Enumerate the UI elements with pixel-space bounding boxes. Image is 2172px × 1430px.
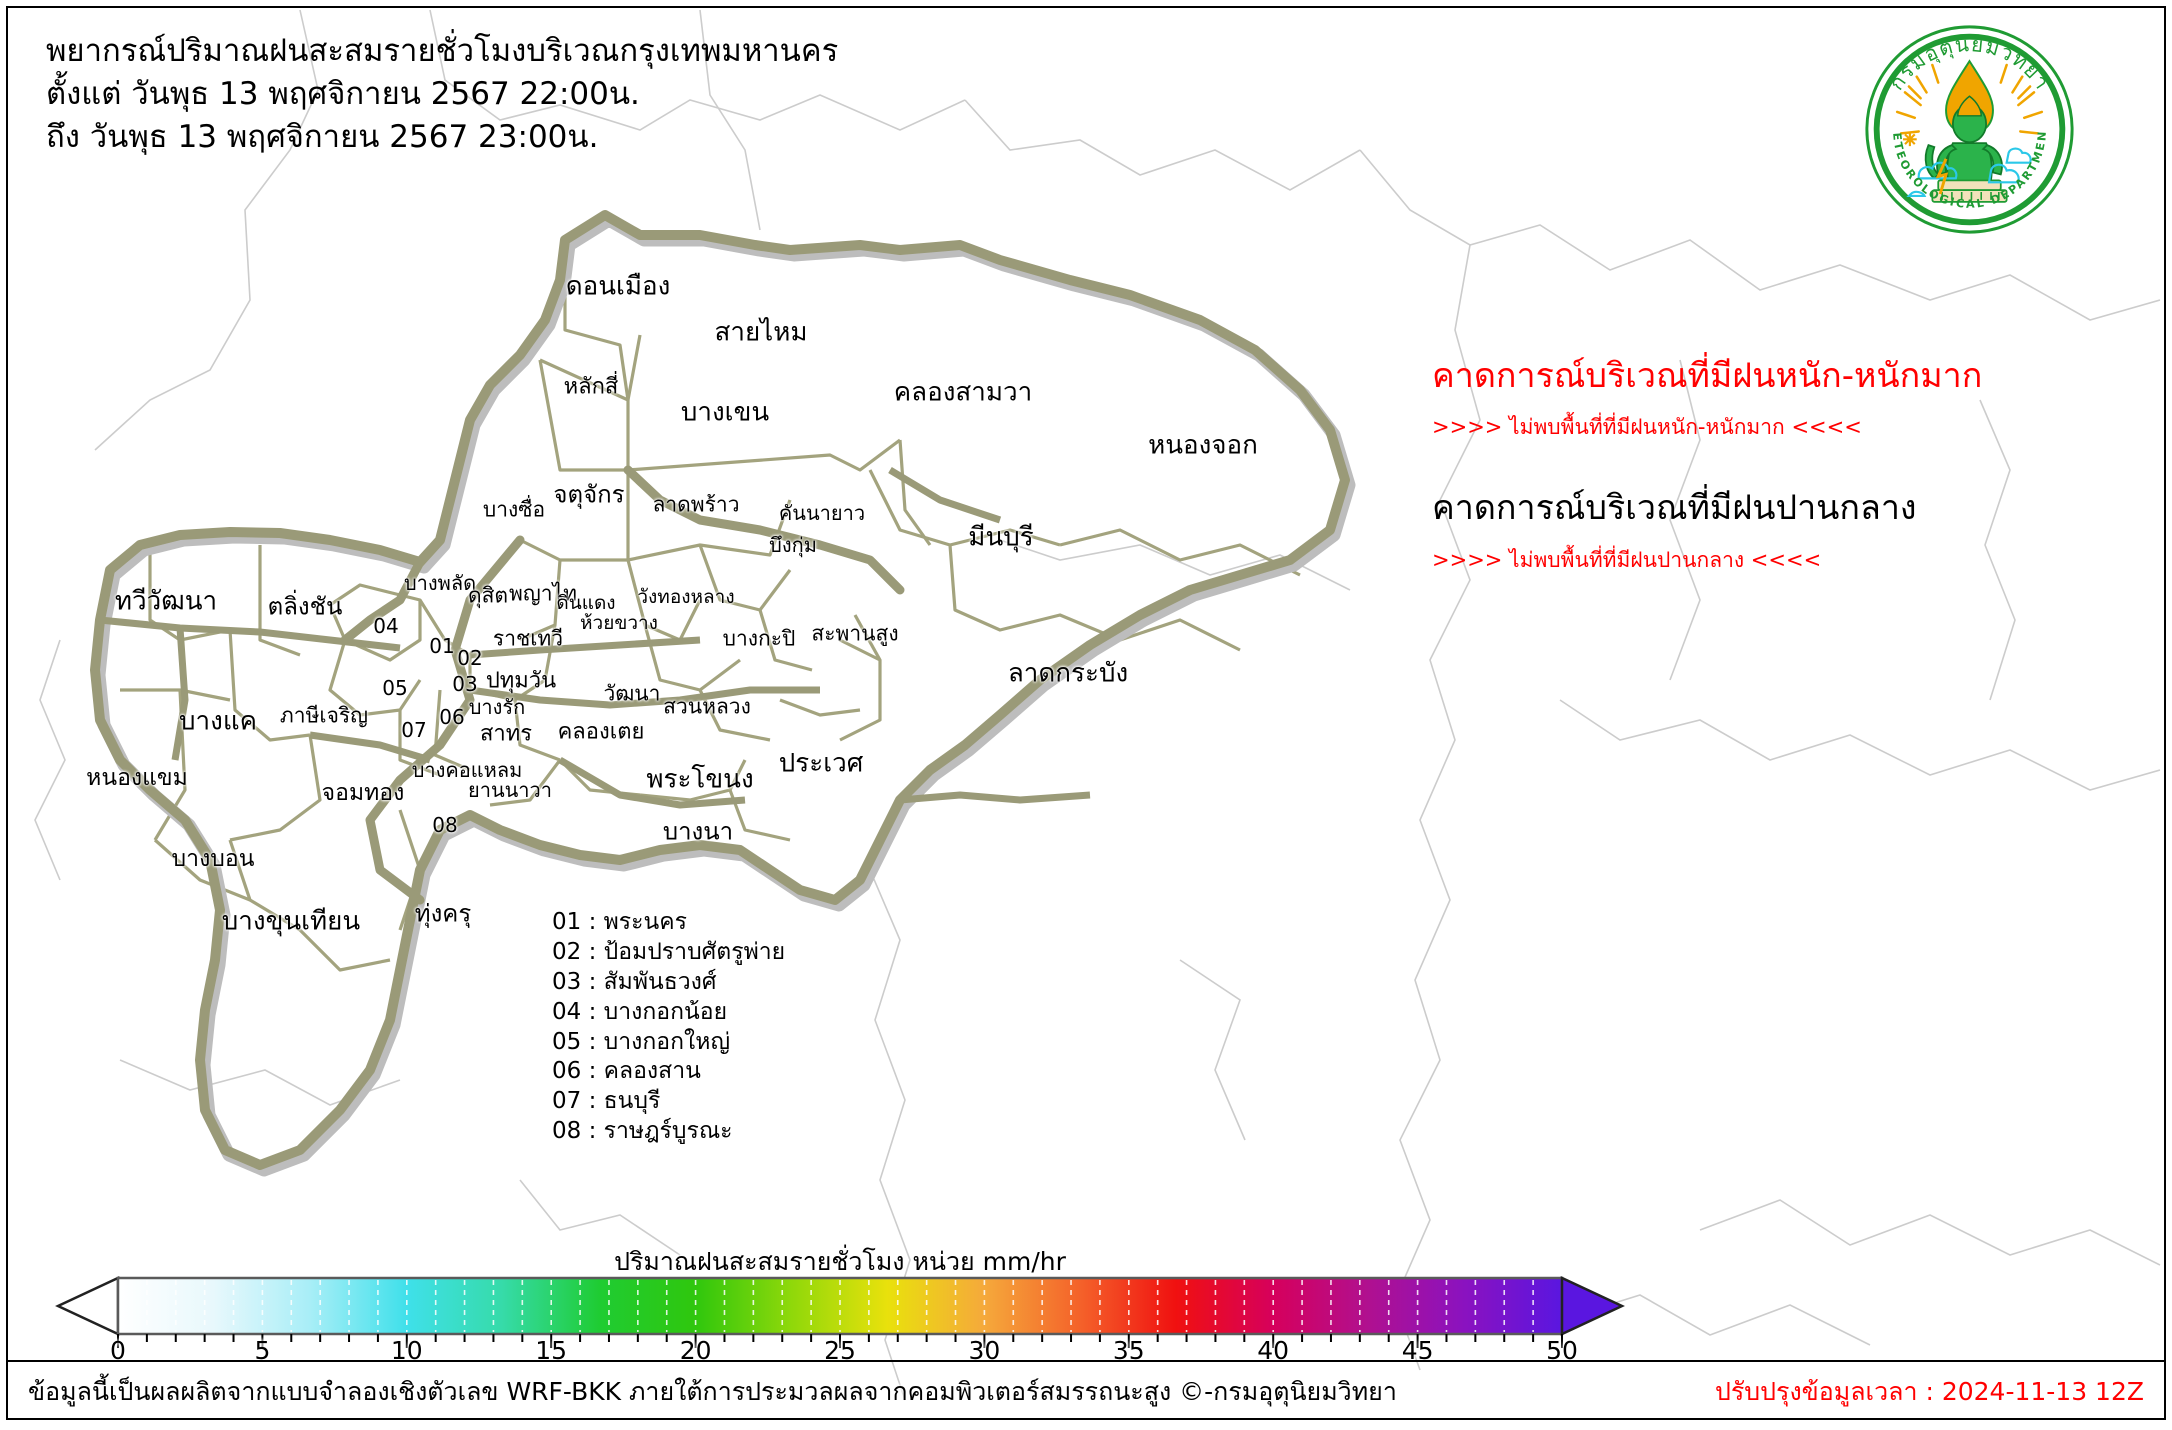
district-label: บางกะปิ: [722, 626, 796, 651]
district-label: จอมทอง: [321, 780, 405, 806]
district-label: จตุจักร: [553, 480, 625, 509]
code-legend-item: 03 : สัมพันธวงศ์: [552, 968, 717, 995]
code-legend-item: 02 : ป้อมปราบศัตรูพ่าย: [552, 938, 786, 965]
district-label: บางเขน: [680, 397, 770, 428]
district-label: หลักสี่: [563, 374, 619, 400]
district-label: สาทร: [479, 721, 533, 747]
major-district-dividers: [99, 466, 1091, 809]
district-label: บางบอน: [171, 846, 255, 872]
district-label: บางขุนเทียน: [221, 906, 361, 937]
colorbar-svg: [55, 1276, 1625, 1348]
district-label: ลาดกระบัง: [1007, 658, 1129, 689]
district-label: วัฒนา: [603, 681, 661, 706]
colorbar-tick-label: 0: [110, 1336, 126, 1365]
colorbar-tick-label: 5: [254, 1336, 271, 1365]
code-legend-item: 05 : บางกอกใหญ่: [552, 1028, 731, 1055]
district-label: สายไหม: [714, 317, 808, 348]
district-label: ลาดพร้าว: [652, 492, 740, 517]
tmd-logo: กรมอุตุนิยมวิทยา METEOROLOGICAL DEPARTME…: [1855, 12, 2077, 237]
colorbar-over-arrow: [1560, 1276, 1625, 1336]
footer-divider: [8, 1360, 2164, 1418]
code-legend-item: 07 : ธนบุรี: [552, 1088, 661, 1115]
district-label: มีนบุรี: [968, 522, 1034, 553]
code-legend-item: 01 : พระนคร: [552, 909, 687, 935]
footer-source-note: ข้อมูลนี้เป็นผลผลิตจากแบบจำลองเชิงตัวเลข…: [28, 1377, 1397, 1406]
heavy-rain-heading: คาดการณ์บริเวณที่มีฝนหนัก-หนักมาก: [1432, 356, 1983, 396]
district-label: ดุสิต: [467, 583, 509, 608]
district-label: สะพานสูง: [811, 621, 899, 646]
code-legend-item: 04 : บางกอกน้อย: [552, 998, 728, 1025]
colorbar-under-arrow: [55, 1276, 120, 1336]
moderate-rain-note: >>>> ไม่พบพื้นที่ที่มีฝนปานกลาง <<<<: [1432, 547, 1822, 572]
district-code-marker: 04: [373, 614, 399, 638]
district-label: ยานนาวา: [468, 778, 552, 802]
district-label: บางซื่อ: [482, 497, 546, 522]
title-line-1: พยากรณ์ปริมาณฝนสะสมรายชั่วโมงบริเวณกรุงเ…: [46, 33, 839, 69]
colorbar-title: ปริมาณฝนสะสมรายชั่วโมง หน่วย mm/hr: [614, 1247, 1066, 1276]
district-code-marker: 05: [382, 676, 408, 700]
district-code-legend: 01 : พระนคร 02 : ป้อมปราบศัตรูพ่าย 03 : สั…: [552, 908, 785, 1147]
district-label: วังทองหลาง: [637, 586, 735, 608]
district-label: ปทุมวัน: [485, 668, 557, 694]
district-label: ทวีวัฒนา: [114, 586, 218, 617]
heavy-rain-note: >>>> ไม่พบพื้นที่ที่มีฝนหนัก-หนักมาก <<<…: [1432, 415, 1862, 440]
district-code-marker: 06: [439, 705, 465, 729]
district-code-marker: 08: [432, 813, 458, 837]
bangkok-province-outline: [90, 210, 1356, 1177]
district-label: ภาษีเจริญ: [279, 703, 369, 728]
district-label: หนองแขม: [86, 765, 188, 791]
district-label: ตลิ่งชัน: [267, 592, 343, 621]
forecast-side-panel: คาดการณ์บริเวณที่มีฝนหนัก-หนักมาก >>>> ไ…: [1432, 356, 1983, 577]
district-label: บางแค: [179, 706, 257, 737]
rainfall-colorbar: ปริมาณฝนสะสมรายชั่วโมง หน่วย mm/hr: [40, 1247, 1640, 1372]
district-label: ทุ่งครุ: [414, 899, 472, 928]
code-legend-item: 08 : ราษฎร์บูรณะ: [552, 1118, 733, 1145]
district-label: บางพลัด: [403, 571, 477, 595]
title-line-3: ถึง วันพุธ 13 พฤศจิกายน 2567 23:00น.: [46, 118, 599, 155]
footer-update-time: ปรับปรุงข้อมูลเวลา : 2024-11-13 12Z: [1714, 1377, 2144, 1406]
district-label: ประเวศ: [778, 748, 864, 779]
district-label: ดินแดง: [556, 592, 616, 614]
district-label: บางคอแหลม: [411, 758, 523, 782]
district-label: สวนหลวง: [663, 694, 751, 719]
district-label: ดอนเมือง: [565, 271, 671, 302]
district-label: บึงกุ่ม: [769, 533, 817, 557]
district-code-marker: 02: [457, 646, 483, 670]
district-label: ราชเทวี: [492, 626, 564, 651]
district-code-marker: 03: [452, 672, 478, 696]
district-label: คลองสามวา: [893, 377, 1033, 408]
moderate-rain-heading: คาดการณ์บริเวณที่มีฝนปานกลาง: [1432, 488, 1917, 529]
title-line-2: ตั้งแต่ วันพุธ 13 พฤศจิกายน 2567 22:00น.: [46, 75, 640, 112]
district-code-marker: 07: [401, 718, 427, 742]
district-label: หนองจอก: [1148, 430, 1258, 461]
code-legend-item: 06 : คลองสาน: [552, 1058, 701, 1085]
chao-phraya-river-line: [340, 465, 905, 905]
district-code-marker: 01: [429, 634, 455, 658]
district-label: พระโขนง: [646, 764, 754, 795]
district-label: บางรัก: [468, 695, 526, 719]
district-label: คันนายาว: [778, 501, 866, 525]
province-outline: [90, 210, 1350, 1170]
district-label: บางนา: [662, 817, 734, 846]
map-title: พยากรณ์ปริมาณฝนสะสมรายชั่วโมงบริเวณกรุงเ…: [46, 30, 838, 158]
colorbar-gradient: [118, 1278, 1562, 1334]
district-label: พญาไท: [509, 581, 577, 606]
district-label: ห้วยขวาง: [580, 612, 658, 634]
district-label: คลองเตย: [557, 719, 645, 745]
tmd-seal-icon: กรมอุตุนิยมวิทยา METEOROLOGICAL DEPARTME…: [1855, 12, 2074, 234]
